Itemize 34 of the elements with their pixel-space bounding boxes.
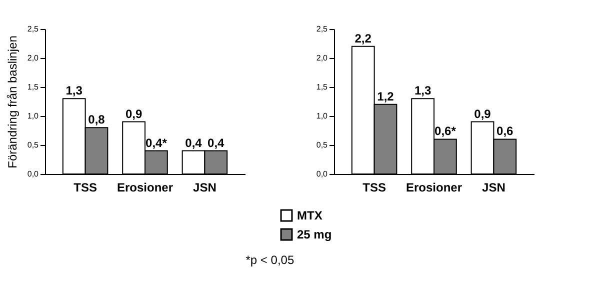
data-label: 0,4* <box>146 136 168 150</box>
x-tick-label: Erosioner <box>116 180 174 194</box>
y-tick-label: 1,5 <box>27 82 40 92</box>
y-tick-label: 1,0 <box>27 112 40 120</box>
y-tick-label: 0,5 <box>316 140 328 150</box>
data-label: 0,6* <box>434 124 456 138</box>
y-tick-label: 1,5 <box>316 82 328 92</box>
y-axis-title: Förändring från baslinjen <box>5 36 20 168</box>
y-tick-label: 0,5 <box>27 140 40 150</box>
x-tick-label: TSS <box>362 180 386 194</box>
y-tick-label: 1,0 <box>316 112 328 120</box>
x-tick-label: Erosioner <box>406 180 462 194</box>
y-tick-label: 2,0 <box>27 54 40 62</box>
data-label: 2,2 <box>354 31 372 46</box>
y-tick-label: 2,0 <box>316 54 328 62</box>
data-label: 1,3 <box>414 84 432 98</box>
data-label: 0,9 <box>125 106 142 121</box>
data-label: 1,2 <box>377 89 394 104</box>
data-label: 0,8 <box>88 112 106 127</box>
x-tick-label: TSS <box>74 180 97 194</box>
data-label: 0,6 <box>496 124 514 138</box>
x-tick-label: JSN <box>193 180 216 194</box>
legend-label: 25 mg <box>297 228 332 242</box>
y-tick-label: 0,0 <box>27 170 40 178</box>
y-tick-label: 2,5 <box>316 24 328 34</box>
y-tick-label: 2,5 <box>27 24 40 34</box>
x-tick-label: JSN <box>482 180 506 194</box>
legend-label: MTX <box>297 208 322 222</box>
data-label: 0,9 <box>474 106 492 121</box>
text: *p < 0,05 <box>246 253 294 267</box>
y-tick-label: 0,0 <box>316 170 328 178</box>
data-label: 0,4 <box>185 136 202 150</box>
data-label: 0,4 <box>208 136 225 150</box>
data-label: 1,3 <box>66 84 83 98</box>
